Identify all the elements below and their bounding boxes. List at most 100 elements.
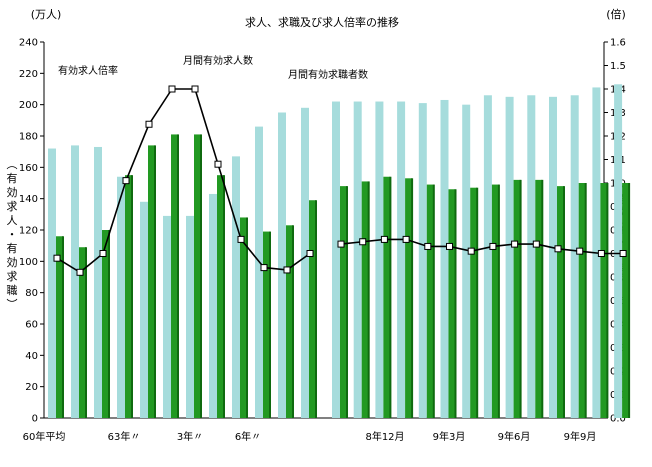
ratio-point xyxy=(168,85,176,93)
ratio-point xyxy=(145,120,153,128)
left-axis-label-char: 効 xyxy=(7,185,18,199)
left-tick-label: 100 xyxy=(19,257,38,268)
left-axis-label-char: 人 xyxy=(7,214,18,227)
annotation-applicants: 月間有効求職者数 xyxy=(288,68,368,81)
openings-bar-shade xyxy=(108,230,110,418)
openings-bar xyxy=(448,189,456,418)
ratio-point xyxy=(306,250,314,257)
applicants-bar xyxy=(397,101,406,419)
annotation-ratio: 有効求人倍率 xyxy=(58,64,118,77)
applicants-bar xyxy=(232,156,240,418)
ratio-point xyxy=(337,240,345,248)
left-axis-label: ︵有効求人・有効求職︶ xyxy=(7,158,18,311)
ratio-point xyxy=(380,235,388,243)
left-axis-label-char: 有 xyxy=(7,171,18,185)
left-tick-label: 220 xyxy=(19,69,38,80)
openings-bar-shade xyxy=(131,175,133,418)
openings-bar xyxy=(578,183,586,418)
openings-bar-shade xyxy=(606,183,609,418)
openings-bar-shade xyxy=(541,179,544,418)
openings-bar xyxy=(286,225,293,418)
openings-bar xyxy=(56,236,63,418)
ratio-point xyxy=(554,245,562,253)
left-tick-label: 160 xyxy=(19,163,38,174)
openings-bar-shade xyxy=(62,236,64,418)
openings-bar-shade xyxy=(519,179,522,418)
x-tick-label: 6年〃 xyxy=(235,430,261,443)
left-axis-label-char: ・ xyxy=(7,228,18,241)
ratio-point xyxy=(191,85,199,93)
ratio-point xyxy=(359,238,367,246)
applicants-bar xyxy=(483,95,492,419)
ratio-point xyxy=(402,235,410,243)
openings-bar xyxy=(171,134,178,418)
openings-bar-shade xyxy=(584,183,587,418)
ratio-point xyxy=(532,240,540,248)
openings-bar xyxy=(361,181,369,418)
applicants-bar xyxy=(614,84,623,419)
right-unit-label: (倍) xyxy=(606,7,626,21)
left-axis-label-char: ︵ xyxy=(7,158,18,171)
openings-bar xyxy=(426,184,434,418)
ratio-point xyxy=(260,264,268,272)
x-tick-label: 9年3月 xyxy=(433,430,466,443)
openings-bar xyxy=(102,230,109,418)
x-tick-label: 3年〃 xyxy=(177,430,203,443)
applicants-bar xyxy=(163,215,171,418)
ratio-point xyxy=(619,250,627,257)
applicants-bar xyxy=(375,101,384,419)
ratio-point xyxy=(76,268,84,276)
openings-bar-shade xyxy=(411,178,414,418)
applicants-bar xyxy=(94,146,102,418)
x-tick-label: 8年12月 xyxy=(365,430,404,443)
left-tick-label: 180 xyxy=(19,132,38,143)
openings-bar-shade xyxy=(154,145,156,418)
openings-bar xyxy=(125,175,132,418)
left-axis-label-char: 求 xyxy=(7,270,18,283)
right-tick-label: 1.6 xyxy=(610,38,626,49)
openings-bar xyxy=(535,179,543,418)
ratio-point xyxy=(511,240,519,248)
left-tick-label: 20 xyxy=(25,382,38,393)
openings-bar-shade xyxy=(432,184,435,418)
openings-bar-shade xyxy=(476,187,479,418)
left-tick-label: 0 xyxy=(32,414,38,425)
openings-bar xyxy=(513,179,521,418)
left-unit-label: (万人) xyxy=(31,8,62,21)
ratio-point xyxy=(122,177,130,185)
ratio-point xyxy=(237,235,245,243)
ratio-point xyxy=(597,250,605,257)
x-tick-label: 9年9月 xyxy=(564,430,597,443)
ratio-line xyxy=(56,88,311,274)
x-tick-label: 63年〃 xyxy=(108,430,141,443)
left-tick-label: 140 xyxy=(19,194,38,205)
openings-bar xyxy=(470,187,478,418)
applicants-bar xyxy=(570,95,579,419)
openings-bar-shade xyxy=(563,186,565,418)
applicants-bar xyxy=(255,126,263,418)
openings-bar xyxy=(263,231,270,418)
left-tick-label: 120 xyxy=(19,226,38,237)
openings-bar xyxy=(79,247,86,418)
left-tick-label: 200 xyxy=(19,100,38,111)
ratio-point xyxy=(283,266,291,274)
applicants-bar xyxy=(549,96,557,418)
openings-bar xyxy=(148,145,155,418)
applicants-bar xyxy=(440,99,449,418)
openings-bar xyxy=(217,175,224,418)
left-tick-label: 60 xyxy=(25,320,38,331)
ratio-point xyxy=(467,247,475,255)
ratio-point xyxy=(53,254,61,262)
left-axis-label-char: ︶ xyxy=(7,298,18,311)
openings-bar xyxy=(622,183,630,418)
plot-area: 0204060801001201401601802002202400.00.10… xyxy=(19,38,631,443)
openings-bar-shade xyxy=(223,175,225,418)
x-tick-label: 60年平均 xyxy=(23,430,66,443)
applicants-bar xyxy=(209,193,217,418)
openings-bar xyxy=(491,184,499,418)
ratio-point xyxy=(446,242,453,250)
openings-bar-shade xyxy=(200,134,202,418)
openings-bar xyxy=(405,178,413,418)
ratio-point xyxy=(489,242,497,250)
